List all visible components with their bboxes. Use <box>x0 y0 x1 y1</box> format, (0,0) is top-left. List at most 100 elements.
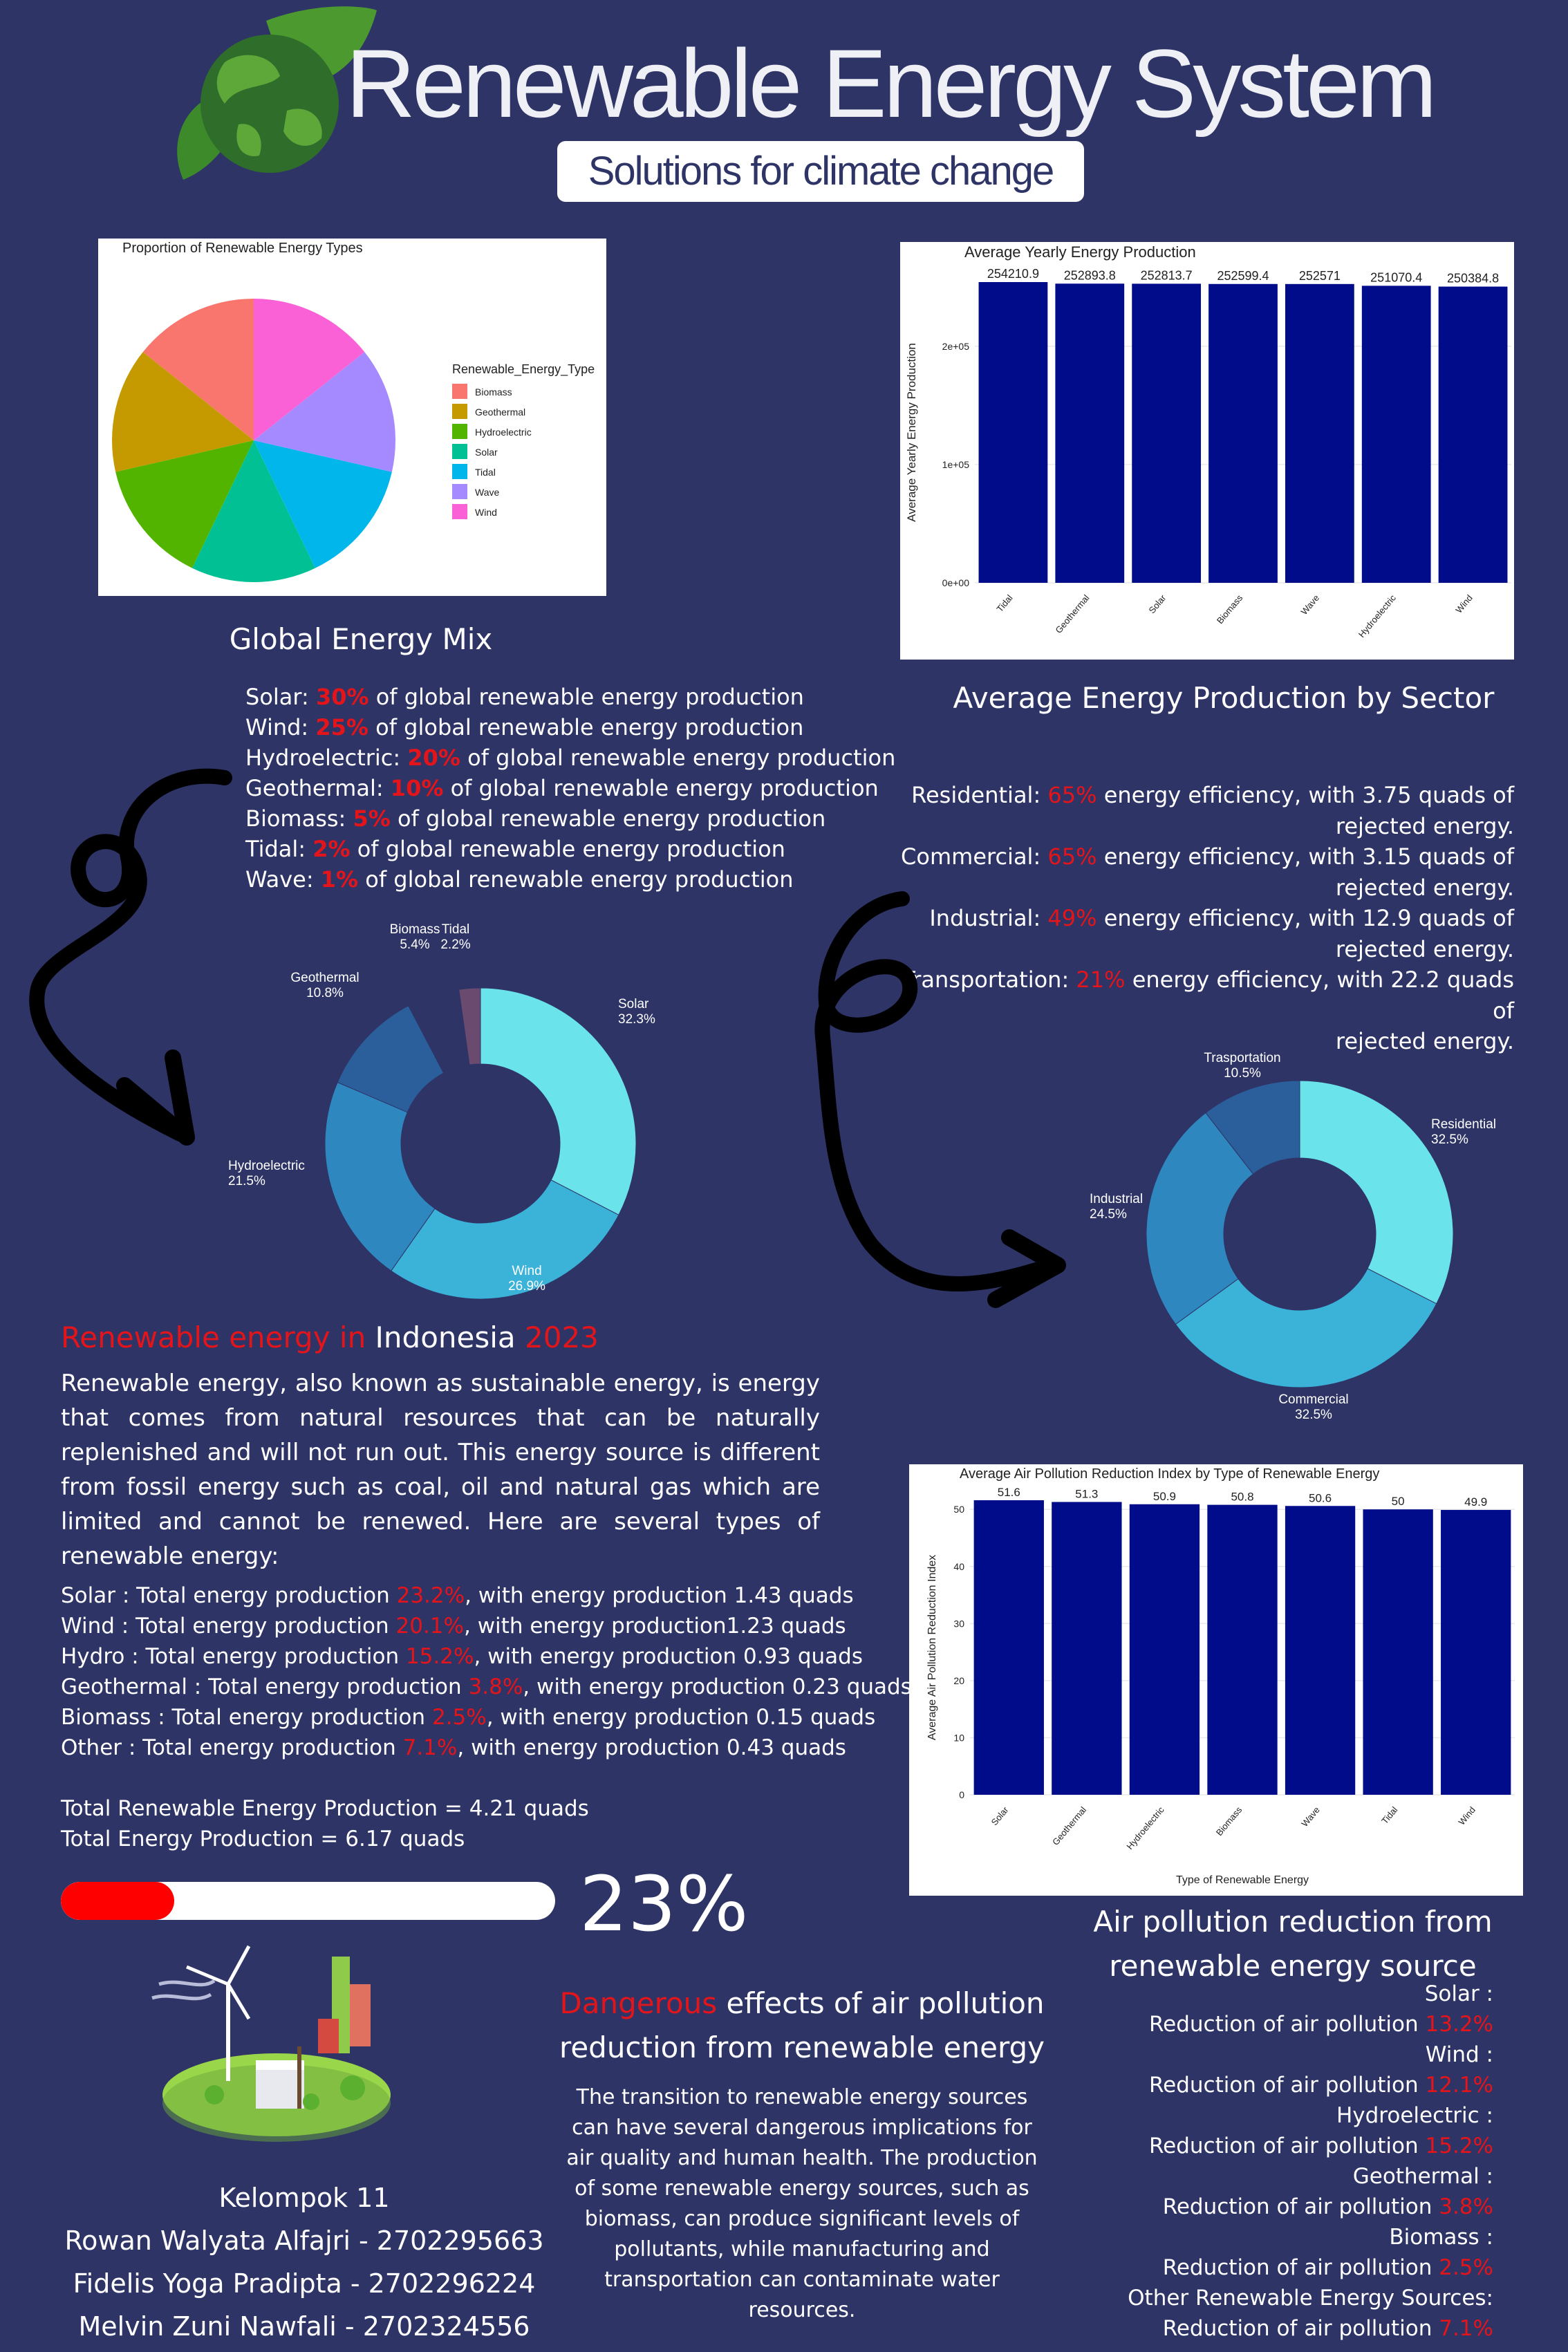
dangerous-paragraph-line: of some renewable energy sources, such a… <box>575 2176 1029 2201</box>
donut-label-name: Wind <box>512 1264 541 1278</box>
indonesia-item: Biomass : Total energy production 2.5%, … <box>61 1702 912 1733</box>
legend-label: Wave <box>475 487 499 498</box>
global-mix-heading: Global Energy Mix <box>229 622 493 656</box>
item-text: of global renewable energy production <box>368 684 804 710</box>
dangerous-paragraph-line: can have several dangerous implications … <box>572 2116 1032 2140</box>
air-item-text: Reduction of air pollution <box>1148 2012 1426 2037</box>
page-title: Renewable Energy System <box>346 29 1437 138</box>
item-label: Solar: <box>245 684 316 710</box>
total-renewable: Total Renewable Energy Production = 4.21… <box>61 1796 589 1821</box>
bar-value-label: 50.8 <box>1231 1491 1253 1504</box>
donut-label-value: 24.5% <box>1090 1207 1127 1222</box>
dangerous-heading-red: Dangerous <box>559 1986 718 2020</box>
x-tick-label: Geothermal <box>1050 1804 1088 1847</box>
air-item-name: Biomass : <box>1389 2225 1493 2250</box>
air-item-value: Reduction of air pollution 12.1% <box>968 2070 1493 2100</box>
item-label: Hydroelectric: <box>245 745 408 771</box>
air-item-value: Reduction of air pollution 13.2% <box>968 2009 1493 2040</box>
item-text: energy efficiency, with 3.15 quads of <box>1096 843 1514 870</box>
global-mix-item: Hydroelectric: 20% of global renewable e… <box>245 743 895 773</box>
total-energy: Total Energy Production = 6.17 quads <box>61 1827 465 1851</box>
item-label: Solar : Total energy production <box>61 1583 397 1608</box>
item-percent: 65% <box>1047 843 1097 870</box>
air-reduction-heading-line1: Air pollution reduction from <box>1093 1905 1493 1939</box>
donut-label-value: 32.3% <box>618 1012 655 1027</box>
air-item-percent: 3.8% <box>1439 2194 1493 2219</box>
y-tick-label: 0 <box>959 1789 964 1800</box>
team-section: Kelompok 11 Rowan Walyata Alfajri - 2702… <box>41 2176 567 2348</box>
y-tick-label: 2e+05 <box>942 341 970 352</box>
item-percent: 1% <box>320 866 359 893</box>
indonesia-heading-year: 2023 <box>525 1320 599 1354</box>
sector-donut-chart: Residential32.5%Commercial32.5%Industria… <box>1090 1051 1496 1422</box>
curved-arrow-left <box>29 768 232 1146</box>
chart-title: Average Air Pollution Reduction Index by… <box>960 1466 1379 1482</box>
sector-item: Residential: 65% energy efficiency, with… <box>892 780 1514 811</box>
bar-value-label: 252893.8 <box>1064 268 1116 282</box>
donut-slice-tidal <box>458 987 481 1065</box>
x-tick-label: Solar <box>989 1804 1011 1827</box>
item-percent: 20% <box>407 745 460 771</box>
item-text-continued: rejected energy. <box>1335 812 1514 839</box>
dangerous-paragraph: The transition to renewable energy sourc… <box>553 2082 1051 2326</box>
indonesia-item: Wind : Total energy production 20.1%, wi… <box>61 1611 912 1641</box>
pie-slice-geothermal <box>112 352 254 472</box>
chart-title: Average Yearly Energy Production <box>964 243 1196 261</box>
pie-slice-solar <box>192 440 315 582</box>
legend-label: Geothermal <box>475 407 525 418</box>
donut-label-name: Biomass <box>390 922 440 937</box>
air-item-text: Reduction of air pollution <box>1162 2255 1439 2280</box>
donut-label-value: 26.9% <box>508 1279 545 1294</box>
x-tick-label: Tidal <box>1379 1804 1399 1826</box>
bar-wave <box>1285 283 1354 583</box>
item-label: Hydro : Total energy production <box>61 1644 406 1669</box>
pie-chart-panel: Proportion of Renewable Energy Types Ren… <box>98 239 606 596</box>
x-tick-label: Solar <box>1146 592 1168 615</box>
legend-swatch <box>452 464 467 479</box>
curved-arrow-right <box>814 891 1066 1308</box>
bar-value-label: 254210.9 <box>987 267 1039 281</box>
sector-heading: Average Energy Production by Sector <box>953 681 1495 715</box>
bar-solar <box>973 1500 1044 1795</box>
donut-label-value: 32.5% <box>1431 1132 1468 1147</box>
air-item-percent: 2.5% <box>1439 2255 1493 2280</box>
x-tick-label: Wave <box>1299 1804 1322 1829</box>
air-item-value: Reduction of air pollution 7.1% <box>968 2313 1493 2344</box>
x-tick-label: Biomass <box>1214 1804 1244 1838</box>
item-label: Wave: <box>245 866 321 893</box>
donut-slice-industrial <box>1146 1112 1254 1325</box>
item-text-continued: rejected energy. <box>1335 874 1514 901</box>
air-item-name: Hydroelectric : <box>1336 2103 1493 2128</box>
x-tick-label: Tidal <box>994 592 1014 614</box>
donut-label-value: 32.5% <box>1295 1408 1332 1422</box>
bar-tidal <box>978 282 1048 583</box>
bar-wave <box>1285 1506 1356 1795</box>
x-tick-label: Biomass <box>1215 592 1245 626</box>
bar-value-label: 252813.7 <box>1141 268 1193 282</box>
indonesia-item: Other : Total energy production 7.1%, wi… <box>61 1733 912 1763</box>
subtitle-badge: Solutions for climate change <box>557 141 1084 202</box>
team-member: Fidelis Yoga Pradipta - 2702296224 <box>73 2268 536 2299</box>
bar-value-label: 50.6 <box>1309 1491 1332 1504</box>
item-percent: 2% <box>312 836 351 862</box>
bar-value-label: 50.9 <box>1153 1490 1176 1503</box>
item-text: of global renewable energy production <box>358 866 794 893</box>
legend-swatch <box>452 504 467 519</box>
item-text: energy efficiency, with 22.2 quads of <box>1125 967 1514 1024</box>
x-tick-label: Hydroelectric <box>1356 592 1399 640</box>
air-item-name: Wind : <box>1425 2042 1493 2067</box>
donut-label-name: Residential <box>1431 1117 1496 1132</box>
dangerous-paragraph-line: resources. <box>748 2298 856 2322</box>
item-percent: 3.8% <box>468 1674 523 1699</box>
item-percent: 30% <box>315 684 369 710</box>
globe-leaf-logo <box>177 6 377 180</box>
item-percent: 20.1% <box>395 1614 464 1639</box>
y-tick-label: 0e+00 <box>942 577 970 588</box>
bar-geothermal <box>1052 1502 1122 1795</box>
pollution-chart-panel: Average Air Pollution Reduction Index by… <box>909 1464 1523 1896</box>
dangerous-paragraph-line: pollutants, while manufacturing and <box>614 2237 990 2261</box>
pollution-bar-chart: Average Air Pollution Reduction Index by… <box>926 1466 1515 1886</box>
air-item-text: Reduction of air pollution <box>1148 2134 1426 2158</box>
bar-wind <box>1441 1510 1511 1795</box>
